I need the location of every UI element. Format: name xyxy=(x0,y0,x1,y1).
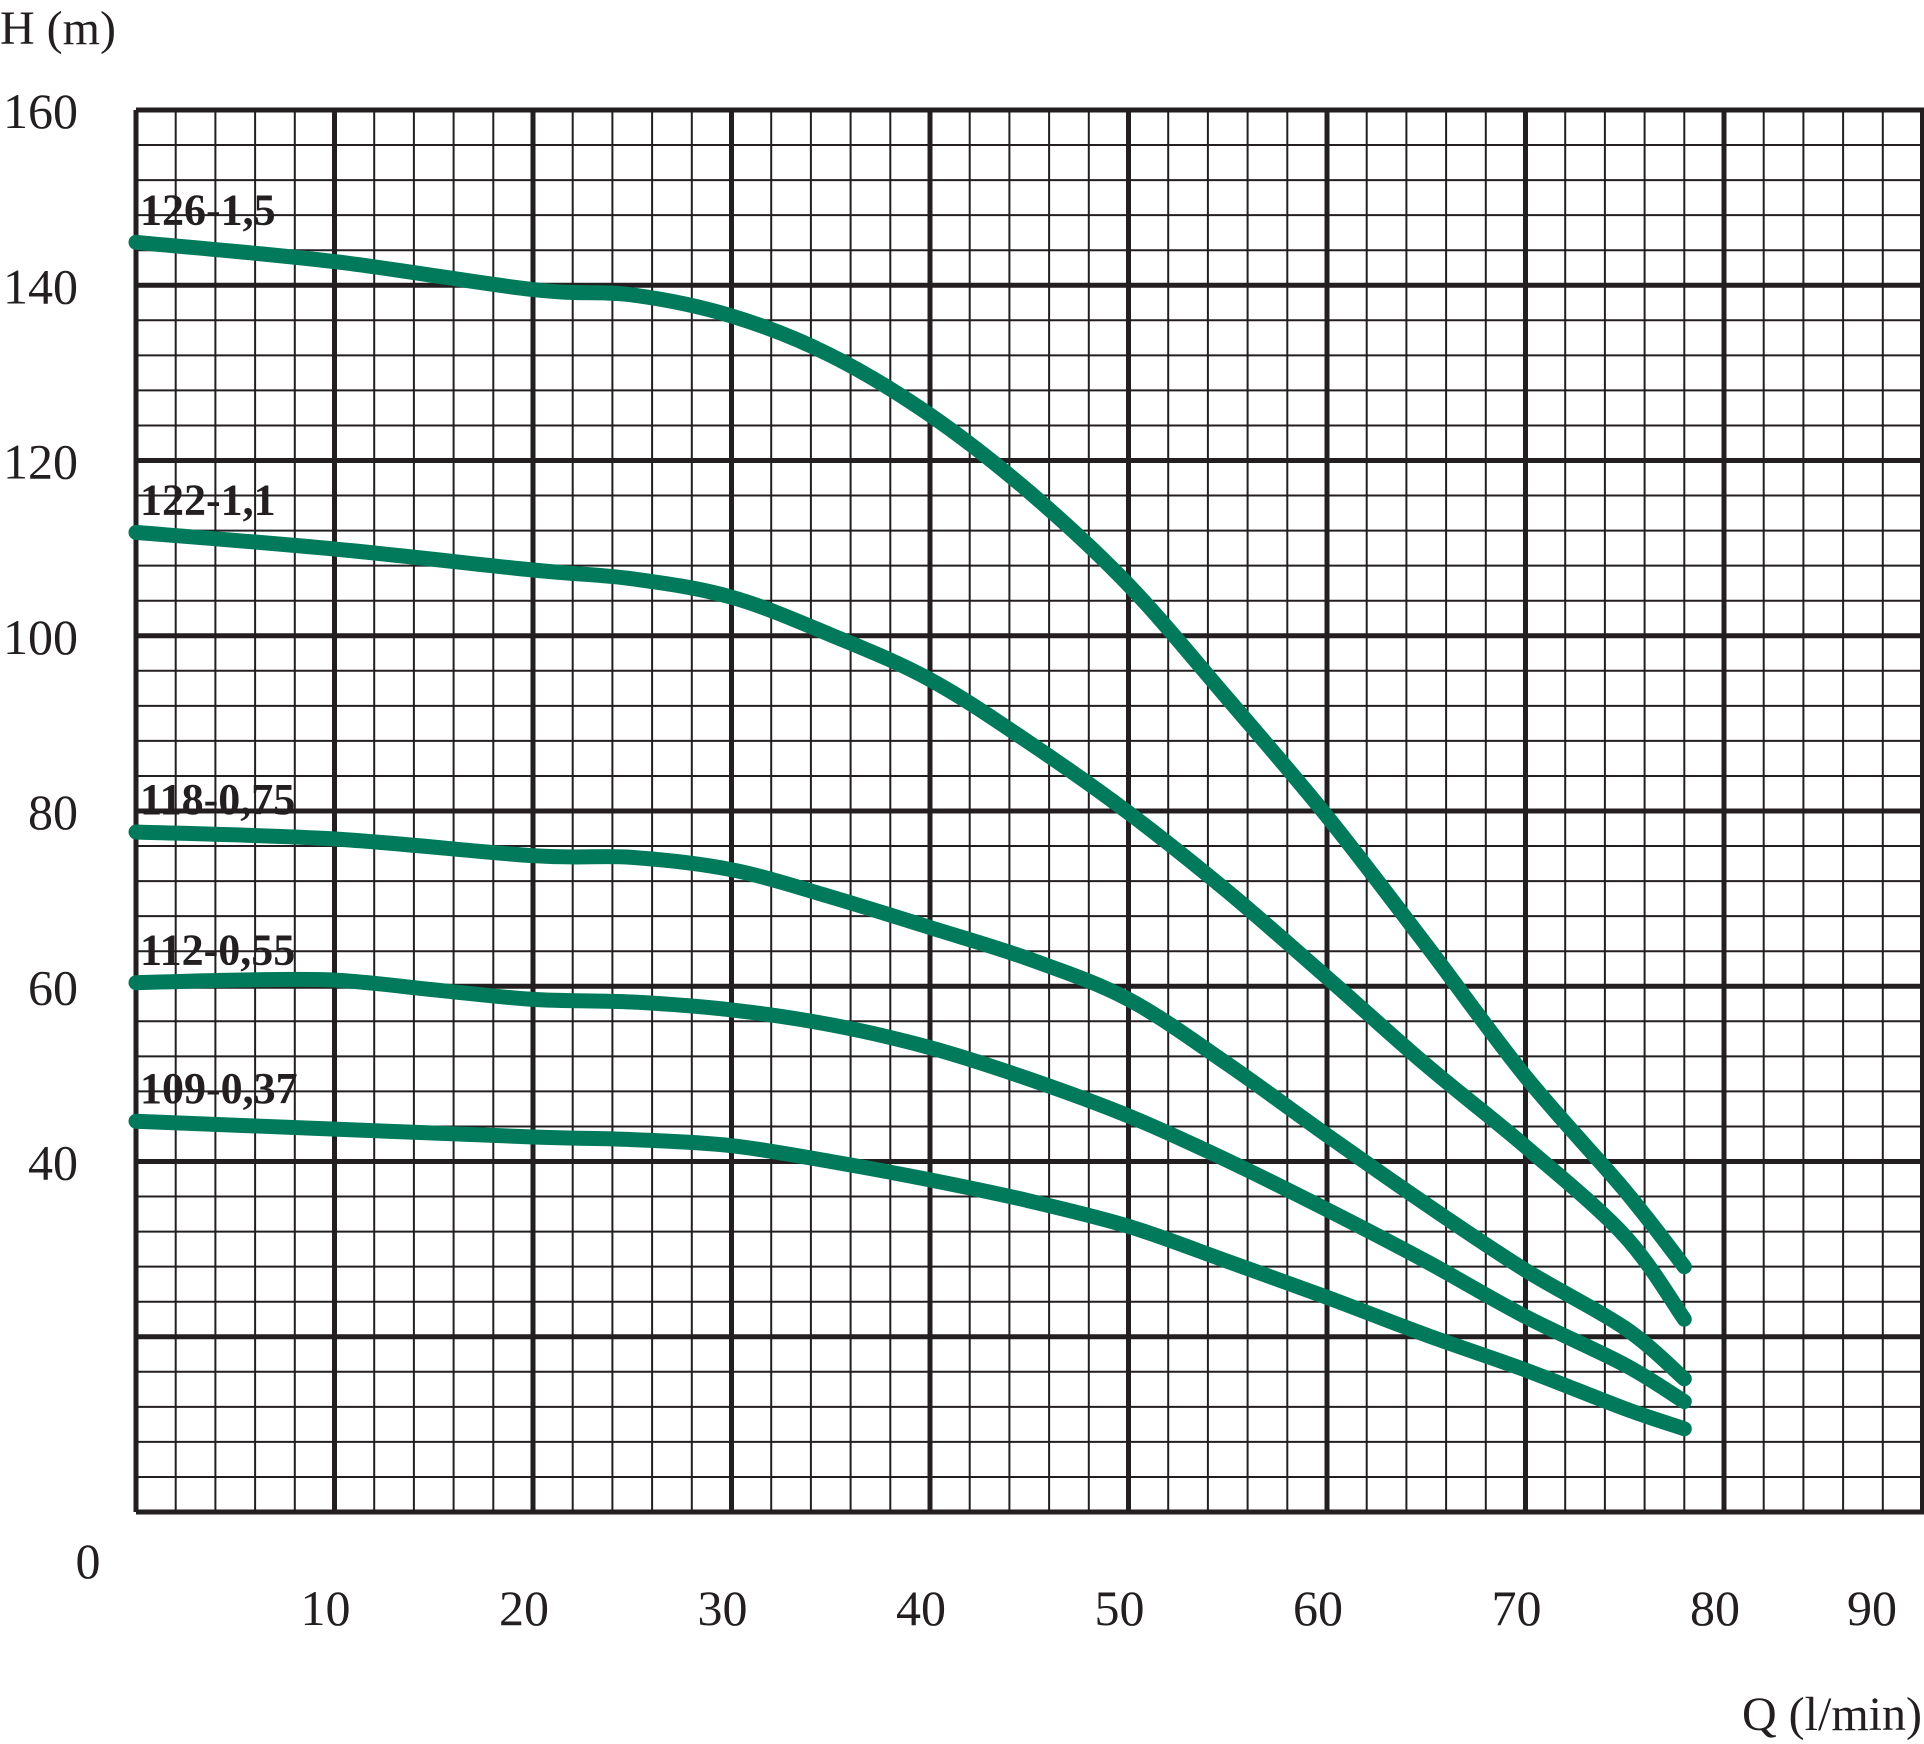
series-label: 126-1,5 xyxy=(140,185,276,234)
x-tick-label: 60 xyxy=(1293,1580,1343,1636)
x-tick-label: 80 xyxy=(1690,1580,1740,1636)
series-line-109-0,37 xyxy=(128,1113,1692,1437)
series-line-118-0,75 xyxy=(128,824,1692,1387)
x-tick-label: 30 xyxy=(698,1580,748,1636)
y-tick-label: 120 xyxy=(3,434,78,490)
series-line-122-1,1 xyxy=(128,524,1692,1327)
x-tick-label: 90 xyxy=(1847,1580,1897,1636)
series-label: 118-0,75 xyxy=(140,775,295,824)
series-label: 112-0,55 xyxy=(140,926,295,975)
x-axis-title: Q (l/min) xyxy=(1742,1688,1922,1741)
y-tick-label: 40 xyxy=(28,1135,78,1191)
chart-series xyxy=(128,234,1692,1437)
chart-grid xyxy=(133,107,1924,1515)
x-tick-label: 50 xyxy=(1095,1580,1145,1636)
x-tick-label: 40 xyxy=(896,1580,946,1636)
origin-label: 0 xyxy=(76,1533,101,1589)
series-label: 122-1,1 xyxy=(140,475,276,524)
series-labels: 126-1,5 122-1,1 118-0,75 112-0,55 109-0,37 xyxy=(140,185,298,1113)
series-label: 109-0,37 xyxy=(140,1064,298,1113)
x-tick-label: 70 xyxy=(1492,1580,1542,1636)
y-tick-label: 160 xyxy=(3,83,78,139)
y-tick-label: 100 xyxy=(3,609,78,665)
y-tick-labels: 40 60 80 100 120 140 160 xyxy=(3,83,78,1191)
x-tick-label: 10 xyxy=(301,1580,351,1636)
x-tick-label: 20 xyxy=(499,1580,549,1636)
series-line-112-0,55 xyxy=(128,971,1692,1410)
x-tick-labels: 10 20 30 40 50 60 70 80 90 xyxy=(301,1580,1898,1636)
y-tick-label: 60 xyxy=(28,959,78,1015)
series-line-126-1,5 xyxy=(128,234,1692,1275)
y-tick-label: 140 xyxy=(3,258,78,314)
y-tick-label: 80 xyxy=(28,784,78,840)
y-axis-title: H (m) xyxy=(0,2,116,55)
